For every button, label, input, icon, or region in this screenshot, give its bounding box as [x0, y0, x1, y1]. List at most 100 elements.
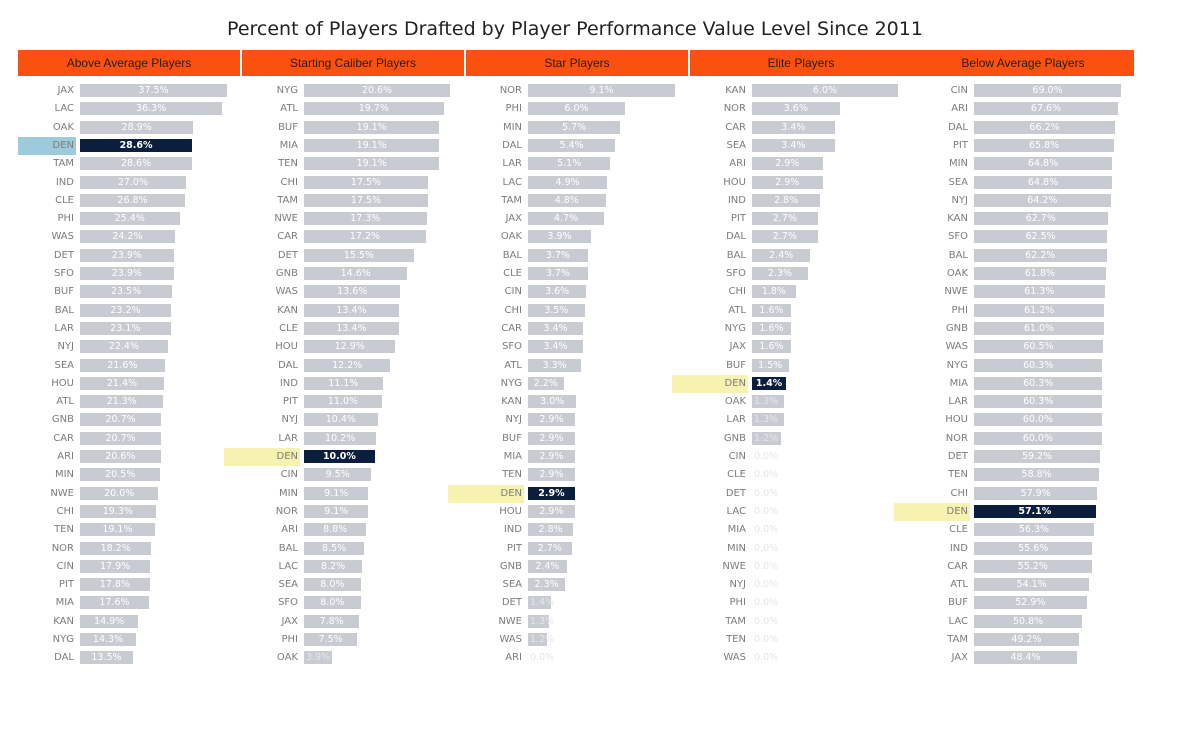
- bar[interactable]: [974, 230, 1108, 244]
- bar-row[interactable]: NYG 60.3%: [912, 357, 1134, 375]
- bar[interactable]: [80, 523, 155, 537]
- bar[interactable]: [80, 376, 164, 390]
- bar[interactable]: [528, 84, 675, 97]
- bar-row[interactable]: PHI 61.2%: [912, 302, 1134, 320]
- bar[interactable]: [974, 157, 1113, 171]
- bar[interactable]: [304, 413, 378, 427]
- bar[interactable]: [974, 376, 1103, 390]
- bar[interactable]: [974, 413, 1102, 427]
- panel-header[interactable]: Above Average Players: [18, 50, 240, 76]
- bar[interactable]: [752, 340, 791, 354]
- bar-row[interactable]: NYG 1.6%: [690, 320, 912, 338]
- bar[interactable]: [528, 267, 588, 280]
- bar-row[interactable]: MIN 9.1%: [242, 485, 464, 503]
- bar[interactable]: [974, 578, 1090, 592]
- bar[interactable]: [304, 504, 369, 518]
- bar-row[interactable]: BAL 62.2%: [912, 247, 1134, 265]
- bar-row[interactable]: LAC 36.3%: [18, 100, 240, 118]
- bar[interactable]: [528, 157, 611, 171]
- bar-row[interactable]: SEA 21.6%: [18, 357, 240, 375]
- bar-row[interactable]: HOU 2.9%: [466, 503, 688, 521]
- bar-row[interactable]: TAM 4.8%: [466, 192, 688, 210]
- bar[interactable]: [752, 138, 835, 152]
- bar[interactable]: [304, 285, 401, 299]
- bar-row[interactable]: NYJ 22.4%: [18, 338, 240, 356]
- bar-row[interactable]: WAS 13.6%: [242, 283, 464, 301]
- bar-row[interactable]: MIN 64.8%: [912, 155, 1134, 173]
- bar-row[interactable]: DEN 28.6%: [18, 136, 240, 155]
- bar[interactable]: [528, 468, 575, 482]
- bar-row[interactable]: NOR 3.6%: [690, 100, 912, 118]
- bar[interactable]: [752, 303, 791, 317]
- bar-row[interactable]: NYJ 2.9%: [466, 411, 688, 429]
- bar-row[interactable]: DET 23.9%: [18, 247, 240, 265]
- bar-row[interactable]: NOR 9.1%: [242, 503, 464, 521]
- bar-row[interactable]: SFO 23.9%: [18, 265, 240, 283]
- bar-row[interactable]: CLE 26.8%: [18, 192, 240, 210]
- bar-row[interactable]: TAM 28.6%: [18, 155, 240, 173]
- bar-row[interactable]: IND 2.8%: [466, 521, 688, 539]
- bar-row[interactable]: JAX 4.7%: [466, 210, 688, 228]
- bar[interactable]: [752, 175, 823, 189]
- bar-row[interactable]: BUF 23.5%: [18, 283, 240, 301]
- bar[interactable]: [528, 395, 577, 409]
- bar[interactable]: [528, 138, 616, 152]
- bar-row[interactable]: SEA 64.8%: [912, 174, 1134, 192]
- bar[interactable]: [80, 102, 223, 116]
- bar-row[interactable]: CLE 56.3%: [912, 521, 1134, 539]
- bar-row[interactable]: CIN 3.6%: [466, 283, 688, 301]
- bar[interactable]: [974, 468, 1100, 482]
- bar-row[interactable]: NYG 2.2%: [466, 375, 688, 393]
- bar-row[interactable]: BUF 2.9%: [466, 430, 688, 448]
- bar[interactable]: [80, 633, 137, 646]
- bar-row[interactable]: DEN 10.0%: [224, 448, 464, 466]
- bar[interactable]: [80, 651, 133, 665]
- bar[interactable]: [974, 212, 1108, 226]
- bar-row[interactable]: CHI 17.5%: [242, 174, 464, 192]
- bar[interactable]: [974, 138, 1115, 152]
- bar[interactable]: [80, 358, 165, 372]
- bar[interactable]: [80, 431, 162, 445]
- bar[interactable]: [80, 395, 164, 409]
- bar-row[interactable]: SEA 3.4%: [690, 137, 912, 155]
- bar-row[interactable]: NYG 14.3%: [18, 631, 240, 649]
- bar[interactable]: [752, 230, 818, 244]
- bar[interactable]: [304, 138, 440, 152]
- bar[interactable]: [80, 559, 151, 573]
- bar-row[interactable]: LAR 10.2%: [242, 430, 464, 448]
- bar[interactable]: [528, 193, 606, 207]
- bar-row[interactable]: BUF 19.1%: [242, 119, 464, 137]
- bar-row[interactable]: IND 11.1%: [242, 375, 464, 393]
- bar[interactable]: [80, 450, 161, 463]
- bar-row[interactable]: BUF 1.5%: [690, 357, 912, 375]
- bar[interactable]: [528, 303, 585, 317]
- bar[interactable]: [80, 157, 193, 171]
- bar-row[interactable]: CIN 9.5%: [242, 466, 464, 484]
- bar-row[interactable]: DAL 5.4%: [466, 137, 688, 155]
- bar[interactable]: [974, 120, 1116, 134]
- bar[interactable]: [528, 120, 621, 134]
- bar-row[interactable]: PHI 25.4%: [18, 210, 240, 228]
- bar[interactable]: [974, 285, 1105, 299]
- bar[interactable]: [974, 248, 1107, 262]
- bar-row[interactable]: SFO 8.0%: [242, 594, 464, 612]
- bar[interactable]: [80, 230, 175, 244]
- bar-row[interactable]: TAM 49.2%: [912, 631, 1134, 649]
- bar[interactable]: [974, 395, 1103, 409]
- bar[interactable]: [974, 523, 1094, 537]
- bar[interactable]: [974, 358, 1103, 372]
- bar[interactable]: [974, 340, 1103, 354]
- bar[interactable]: [752, 413, 784, 427]
- bar-row[interactable]: CHI 19.3%: [18, 503, 240, 521]
- bar-row[interactable]: KAN 14.9%: [18, 613, 240, 631]
- bar-row[interactable]: MIN 20.5%: [18, 466, 240, 484]
- bar[interactable]: [80, 175, 186, 189]
- bar[interactable]: [80, 468, 161, 482]
- bar[interactable]: [528, 321, 583, 335]
- bar[interactable]: [80, 413, 162, 427]
- bar[interactable]: [304, 486, 369, 500]
- bar-row[interactable]: OAK 3.9%: [242, 649, 464, 667]
- bar-row[interactable]: NOR 18.2%: [18, 540, 240, 558]
- bar[interactable]: [304, 559, 363, 573]
- bar[interactable]: [752, 84, 898, 97]
